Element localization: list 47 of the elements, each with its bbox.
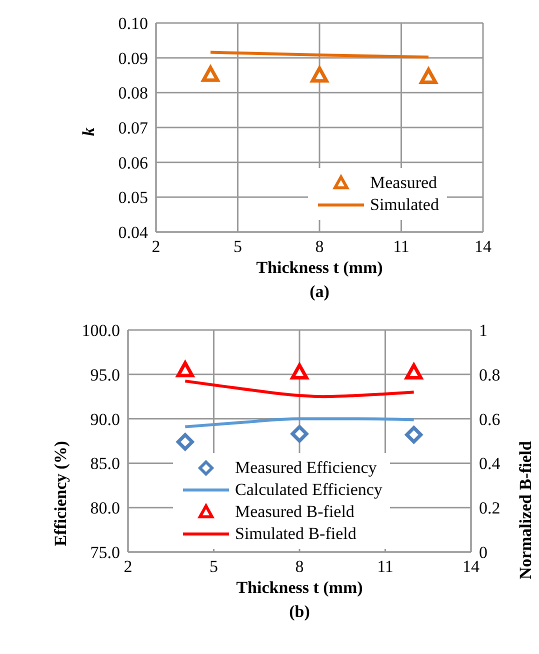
line-series: [184, 417, 416, 428]
y2-axis-title: Normalized B-field: [516, 440, 536, 580]
y-tick-label: 0.09: [118, 48, 148, 68]
point: [405, 426, 423, 444]
text: (a): [308, 281, 330, 303]
text: (b): [288, 601, 311, 623]
legend-label: Measured Efficiency: [235, 458, 377, 478]
x-tick-label: 14: [462, 557, 480, 576]
legend-label: Measured B-field: [235, 502, 354, 522]
y2-tick-label: 0.2: [479, 498, 500, 518]
y-tick-label: 95.0: [90, 365, 120, 384]
point: [176, 433, 194, 451]
y-tick-label: 0.07: [118, 118, 148, 138]
y-tick-label: 0.06: [118, 153, 148, 172]
y-tick-label: 75.0: [90, 543, 120, 562]
legend-label: Calculated Efficiency: [235, 480, 382, 500]
y-tick-label: 0.04: [118, 223, 148, 242]
x-tick-label: 5: [210, 557, 218, 576]
y2-tick-label: 1: [479, 321, 488, 340]
line-series: [184, 380, 416, 398]
y-axis-title: k: [79, 127, 98, 136]
x-tick-label: 2: [124, 557, 132, 576]
x-axis-title: Thickness t (mm): [235, 577, 364, 599]
x-tick-label: 5: [234, 237, 242, 256]
y-tick-label: 100.0: [82, 321, 120, 340]
x-tick-label: 8: [295, 557, 304, 576]
y-tick-label: 85.0: [90, 454, 120, 474]
x-tick-label: 2: [152, 237, 160, 256]
point: [290, 425, 308, 443]
y2-tick-label: 0.6: [479, 410, 500, 429]
x-tick-label: 8: [315, 237, 324, 256]
x-axis-title: Thickness t (mm): [255, 257, 384, 279]
y-tick-label: 80.0: [90, 498, 120, 518]
legend-label: Simulated B-field: [235, 524, 356, 544]
y2-tick-label: 0.8: [479, 365, 500, 384]
y-tick-label: 0.05: [118, 188, 148, 208]
legend-label: Simulated: [370, 195, 439, 215]
x-tick-label: 14: [474, 237, 492, 256]
y2-tick-label: 0: [479, 543, 488, 562]
x-tick-label: 11: [393, 237, 410, 256]
x-tick-label: 11: [377, 557, 394, 576]
legend-label: Measured: [370, 173, 438, 193]
y-tick-label: 90.0: [90, 410, 120, 429]
y-axis-title: Efficiency (%): [51, 441, 70, 546]
y-tick-label: 0.10: [118, 14, 148, 34]
y2-tick-label: 0.4: [479, 454, 501, 474]
y-tick-label: 0.08: [118, 84, 148, 103]
